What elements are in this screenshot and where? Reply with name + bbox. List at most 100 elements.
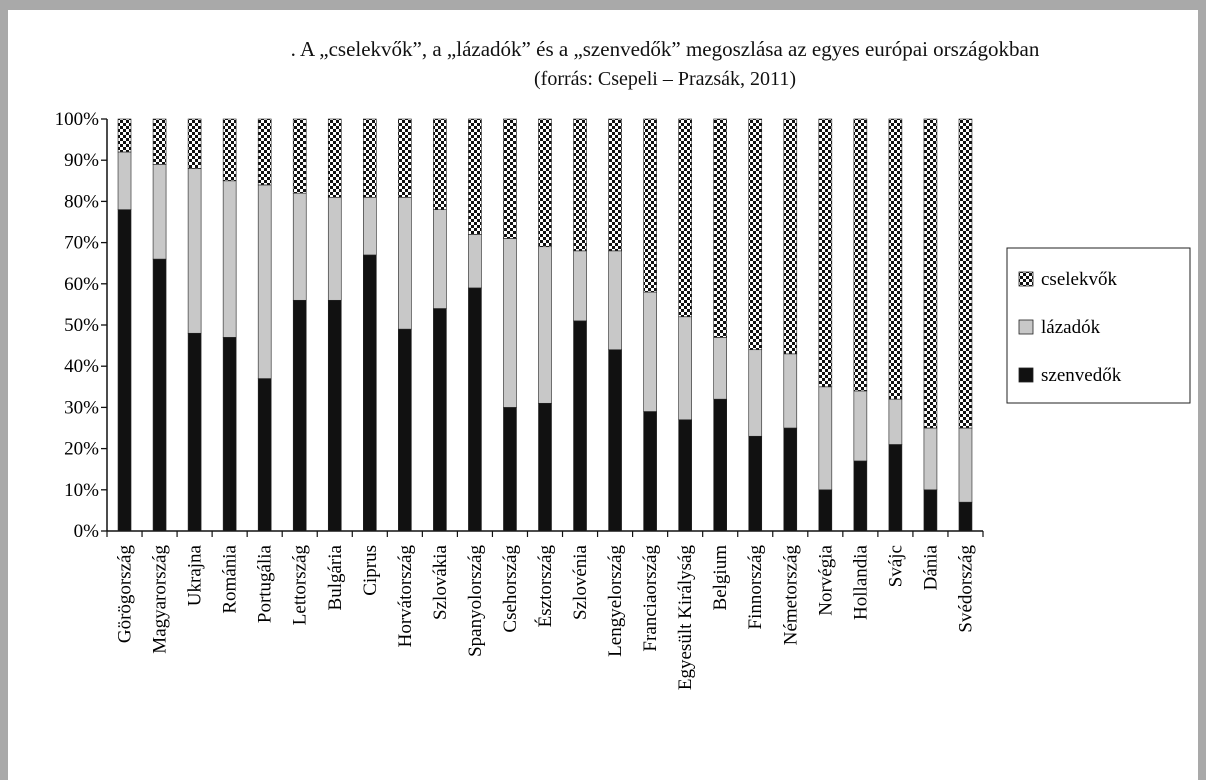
bar-segment (853, 390, 868, 462)
bar-segment (117, 209, 132, 532)
bar-segment (398, 196, 412, 330)
bar-segment (888, 398, 903, 445)
bar-segment (433, 209, 447, 309)
bar-segment (923, 118, 938, 429)
bar-segment (713, 398, 728, 532)
bar-segment (643, 118, 657, 293)
chart-title: . A „cselekvők”, a „lázadók” és a „szenv… (290, 37, 1040, 61)
bar-segment (468, 118, 482, 235)
bar-segment (748, 118, 763, 351)
category-labels: Görögország Magyarország Ukrajna Románia Por… (115, 544, 977, 690)
bar-segment (152, 164, 167, 260)
bar-segment (643, 411, 657, 532)
bar-segment (503, 238, 517, 408)
bars (117, 118, 973, 532)
legend-label: szenvedők (1041, 365, 1122, 386)
category-label: Svájc (885, 545, 906, 587)
bar-segment (678, 316, 692, 421)
category-label: Németország (780, 545, 801, 646)
category-label: Belgium (710, 545, 731, 611)
category-label: Norvégia (815, 544, 836, 615)
bar-segment (503, 118, 517, 239)
category-label: Észtország (534, 545, 556, 628)
bar-segment (222, 118, 237, 182)
y-tick-label: 40% (64, 356, 99, 377)
bar-segment (608, 118, 622, 252)
bar-segment (783, 353, 798, 429)
legend-swatch (1018, 271, 1034, 287)
bar-segment (292, 118, 307, 194)
legend-label: cselekvők (1041, 269, 1117, 290)
bar-segment (643, 291, 657, 412)
category-label: Hollandia (850, 544, 871, 619)
bar-segment (538, 118, 552, 248)
bar-segment (713, 337, 728, 400)
category-label: Spanyolország (465, 545, 486, 657)
category-label: Ukrajna (185, 544, 206, 606)
bar-segment (468, 234, 482, 289)
category-label: Lengyelország (605, 545, 626, 657)
y-tick-label: 20% (64, 439, 99, 460)
category-label: Portugália (255, 544, 276, 623)
bar-segment (538, 402, 552, 532)
bar-segment (468, 287, 482, 532)
bar-segment (853, 118, 868, 392)
y-tick-label: 50% (64, 315, 99, 336)
category-label: Lettország (290, 545, 311, 626)
y-tick-label: 90% (64, 150, 99, 171)
bar-segment (503, 407, 517, 532)
category-label: Szlovákia (430, 544, 451, 619)
legend-swatch (1018, 319, 1034, 335)
bar-segment (222, 337, 237, 532)
bar-segment (573, 118, 587, 252)
bar-segment (222, 180, 237, 338)
axes: 0% 10% 20% 30% 40% 50% 60% 70% 80% 90% 100% (55, 109, 984, 542)
bar-segment (398, 328, 412, 532)
legend-label: lázadók (1041, 317, 1101, 338)
category-label: Horvátország (395, 545, 416, 648)
bar-segment (958, 118, 973, 429)
y-tick-label: 70% (64, 233, 99, 254)
bar-segment (187, 332, 202, 532)
bar-segment (327, 196, 342, 301)
bar-segment (433, 118, 447, 210)
category-label: Csehország (500, 545, 521, 633)
y-tick-label: 10% (64, 480, 99, 501)
bar-segment (292, 192, 307, 301)
category-label: Egyesült Királyság (675, 545, 696, 691)
bar-segment (152, 118, 167, 165)
y-tick-label: 80% (64, 191, 99, 212)
chart-subtitle: (forrás: Csepeli – Prazsák, 2011) (534, 68, 796, 90)
bar-segment (398, 118, 412, 198)
bar-segment (818, 118, 833, 388)
bar-segment (257, 184, 272, 379)
bar-segment (362, 196, 377, 256)
category-label: Szlovénia (570, 544, 591, 619)
bar-segment (433, 308, 447, 532)
bar-segment (573, 250, 587, 322)
bar-segment (117, 118, 132, 153)
bar-segment (187, 118, 202, 169)
bar-segment (748, 435, 763, 532)
bar-segment (152, 258, 167, 532)
bar-segment (257, 378, 272, 532)
bar-segment (117, 151, 132, 210)
category-label: Franciaország (640, 545, 661, 652)
bar-segment (292, 299, 307, 532)
category-label: Ciprus (360, 545, 381, 596)
legend-box (1006, 247, 1191, 404)
bar-segment (923, 489, 938, 532)
legend-swatch (1018, 367, 1034, 383)
bar-segment (783, 427, 798, 532)
y-tick-label: 60% (64, 274, 99, 295)
bar-segment (818, 386, 833, 491)
bar-segment (888, 118, 903, 400)
category-label: Dánia (920, 544, 941, 590)
y-tick-label: 30% (64, 397, 99, 418)
bar-segment (362, 118, 377, 198)
bar-segment (958, 427, 973, 503)
bar-segment (713, 118, 728, 338)
bar-segment (748, 349, 763, 437)
y-tick-label: 100% (55, 109, 100, 130)
bar-segment (608, 250, 622, 351)
